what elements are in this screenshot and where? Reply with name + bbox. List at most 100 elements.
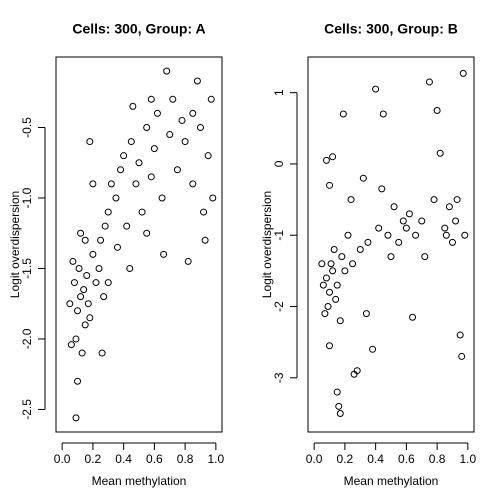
point xyxy=(425,78,433,86)
point xyxy=(80,286,88,294)
x-tick-label: 0.8 xyxy=(429,452,446,466)
point xyxy=(321,310,329,318)
point xyxy=(387,253,395,261)
point xyxy=(436,149,444,157)
x-axis-label: Mean methylation xyxy=(92,474,187,488)
point xyxy=(405,210,413,218)
point xyxy=(189,180,197,188)
y-tick-label: -1 xyxy=(272,230,286,241)
point xyxy=(160,250,168,258)
point xyxy=(81,321,89,329)
point xyxy=(362,310,370,318)
point xyxy=(189,109,197,117)
point xyxy=(378,185,386,193)
point xyxy=(143,229,151,237)
x-axis-label: Mean methylation xyxy=(344,474,439,488)
point xyxy=(97,236,105,244)
point xyxy=(390,203,398,211)
y-axis-label: Logit overdispersion xyxy=(260,191,274,298)
point xyxy=(330,245,338,253)
point xyxy=(322,274,330,282)
point xyxy=(196,123,204,131)
point xyxy=(89,250,97,258)
point xyxy=(83,272,91,280)
point xyxy=(399,217,407,225)
point xyxy=(163,67,171,75)
point xyxy=(169,95,177,103)
point xyxy=(201,236,209,244)
point xyxy=(326,288,334,296)
x-tick-label: 0.2 xyxy=(85,452,102,466)
plot-box xyxy=(307,56,475,433)
point xyxy=(120,152,128,160)
point xyxy=(421,253,429,261)
point xyxy=(349,260,357,268)
point xyxy=(147,173,155,181)
point xyxy=(150,145,158,153)
y-axis-label: Logit overdispersion xyxy=(8,191,22,298)
x-tick-label: 0.0 xyxy=(306,452,323,466)
y-tick-label: -1.5 xyxy=(20,258,34,279)
point xyxy=(86,138,94,146)
point xyxy=(333,281,341,289)
point xyxy=(336,317,344,325)
point xyxy=(379,110,387,118)
point xyxy=(350,370,358,378)
point xyxy=(112,194,120,202)
point xyxy=(104,208,112,216)
point xyxy=(74,377,82,385)
point xyxy=(138,208,146,216)
x-tick-label: 0.6 xyxy=(398,452,415,466)
x-tick-label: 0.6 xyxy=(146,452,163,466)
point xyxy=(461,231,469,239)
point xyxy=(135,159,143,167)
point xyxy=(66,300,74,308)
point xyxy=(456,331,464,339)
point xyxy=(372,85,380,93)
point xyxy=(143,123,151,131)
point xyxy=(72,335,80,343)
point xyxy=(69,257,77,265)
point xyxy=(100,293,108,301)
point xyxy=(384,231,392,239)
point xyxy=(86,314,94,322)
point xyxy=(332,295,340,303)
chart-title: Cells: 300, Group: A xyxy=(72,21,205,37)
point xyxy=(178,116,186,124)
point xyxy=(341,267,349,275)
point xyxy=(95,264,103,272)
point xyxy=(74,307,82,315)
point xyxy=(339,110,347,118)
point xyxy=(77,229,85,237)
chart-title: Cells: 300, Group: B xyxy=(324,21,458,37)
point xyxy=(442,231,450,239)
point xyxy=(448,238,456,246)
y-tick-label: 0 xyxy=(272,160,286,167)
point xyxy=(129,102,137,110)
point xyxy=(329,267,337,275)
point xyxy=(375,224,383,232)
point xyxy=(402,224,410,232)
point xyxy=(326,181,334,189)
point xyxy=(333,388,341,396)
point xyxy=(207,95,215,103)
x-tick-label: 0.2 xyxy=(337,452,354,466)
point xyxy=(359,174,367,182)
point xyxy=(92,279,100,287)
point xyxy=(364,238,372,246)
point xyxy=(77,293,85,301)
point xyxy=(433,106,441,114)
point xyxy=(72,414,80,422)
x-tick-label: 0.8 xyxy=(177,452,194,466)
y-tick-label: -1.0 xyxy=(20,187,34,208)
point xyxy=(184,257,192,265)
point xyxy=(329,153,337,161)
point xyxy=(200,208,208,216)
point xyxy=(441,224,449,232)
point xyxy=(101,222,109,230)
point xyxy=(369,345,377,353)
point xyxy=(445,203,453,211)
y-tick-label: -2 xyxy=(272,301,286,312)
x-tick-label: 0.4 xyxy=(115,452,132,466)
